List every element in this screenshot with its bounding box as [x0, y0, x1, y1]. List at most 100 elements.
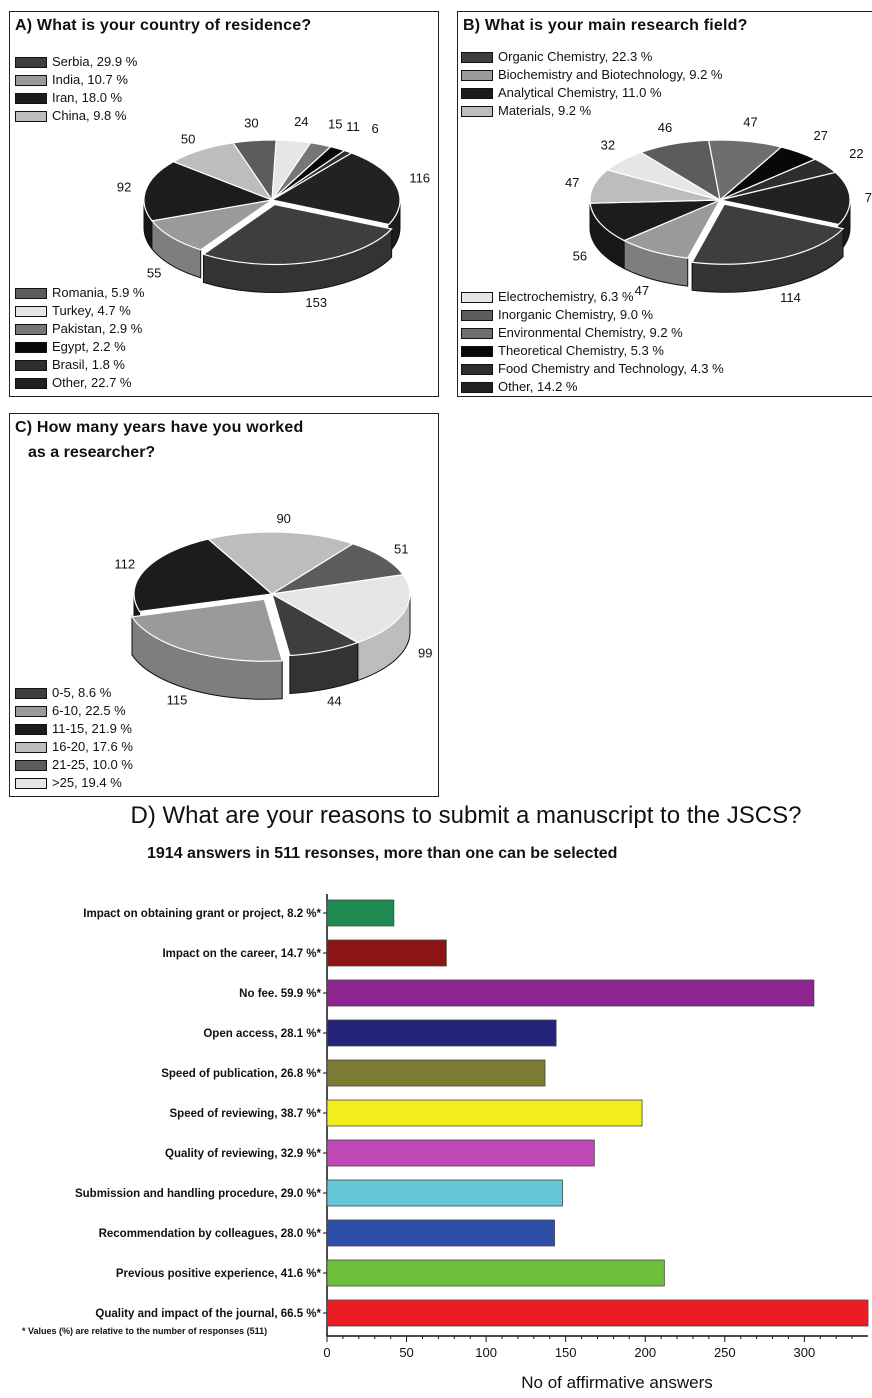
legend-label: Pakistan, 2.9 % — [52, 321, 143, 336]
pie-value-label: 115 — [167, 692, 188, 707]
bar — [326, 1139, 595, 1167]
legend-entry: Iran, 18.0 % — [15, 89, 137, 107]
legend-entry: Serbia, 29.9 % — [15, 53, 137, 71]
legend-label: Inorganic Chemistry, 9.0 % — [498, 307, 654, 322]
legend-entry: Turkey, 4.7 % — [15, 302, 145, 320]
pie-slice — [270, 152, 401, 226]
pie-value-label: 27 — [814, 128, 828, 143]
legend-label: 0-5, 8.6 % — [52, 685, 112, 700]
legend-entry: Environmental Chemistry, 9.2 % — [461, 324, 724, 342]
pie-slice — [589, 199, 721, 242]
legend-label: Serbia, 29.9 % — [52, 54, 138, 69]
bar — [326, 1059, 546, 1087]
bar — [326, 1259, 665, 1287]
category-label: Previous positive experience, 41.6 %* — [116, 1268, 322, 1280]
legend-entry: Egypt, 2.2 % — [15, 338, 145, 356]
legend-swatch — [15, 687, 47, 699]
pie-value-label: 56 — [573, 248, 587, 263]
legend-swatch — [15, 110, 47, 122]
bar-chart-reasons: Impact on obtaining grant or project, 8.… — [22, 894, 869, 1392]
legend-entry: 16-20, 17.6 % — [15, 738, 133, 756]
legend-entry: Biochemistry and Biotechnology, 9.2 % — [461, 66, 723, 84]
legend-swatch — [15, 377, 47, 389]
category-label: Impact on obtaining grant or project, 8.… — [83, 908, 321, 920]
pie-chart-years: 44 115 112 90 51 99 — [114, 511, 432, 708]
legend-swatch — [15, 56, 47, 68]
legend-swatch — [15, 74, 47, 86]
legend-label: Electrochemistry, 6.3 % — [498, 289, 634, 304]
pie-value-label: 46 — [658, 120, 672, 135]
legend-label: 6-10, 22.5 % — [52, 703, 126, 718]
legend-swatch — [15, 305, 47, 317]
pie-value-label: 51 — [394, 542, 408, 557]
legend-entry: Analytical Chemistry, 11.0 % — [461, 84, 723, 102]
legend-label: Romania, 5.9 % — [52, 285, 145, 300]
legend-swatch — [15, 287, 47, 299]
bar — [326, 979, 815, 1007]
legend-swatch — [461, 291, 493, 303]
panel-title: A) What is your country of residence? — [15, 17, 312, 34]
pie-value-label: 44 — [327, 693, 341, 708]
legend-label: 21-25, 10.0 % — [52, 757, 133, 772]
category-label: Open access, 28.1 %* — [203, 1028, 321, 1040]
legend-label: 16-20, 17.6 % — [52, 739, 133, 754]
pie-slice — [691, 203, 845, 265]
legend-entry: Food Chemistry and Technology, 4.3 % — [461, 360, 724, 378]
legend-entry: Other, 22.7 % — [15, 374, 145, 392]
pie-value-label: 32 — [601, 138, 615, 153]
legend-top: Serbia, 29.9 % India, 10.7 % Iran, 18.0 % C… — [15, 53, 137, 125]
bar — [326, 1019, 557, 1047]
legend-label: Food Chemistry and Technology, 4.3 % — [498, 361, 724, 376]
pie-value-label: 114 — [780, 290, 801, 305]
legend-swatch — [461, 327, 493, 339]
pie-value-label: 47 — [565, 175, 579, 190]
legend-entry: 21-25, 10.0 % — [15, 756, 133, 774]
category-label: Speed of publication, 26.8 %* — [161, 1068, 321, 1080]
legend-swatch — [461, 363, 493, 375]
legend-bottom: Romania, 5.9 % Turkey, 4.7 % Pakistan, 2.9… — [15, 284, 145, 392]
legend-swatch — [15, 777, 47, 789]
pie-value-label: 73 — [865, 190, 872, 205]
pie-chart-research-field: 114 47 56 47 32 46 47 27 22 73 — [565, 114, 872, 305]
legend-entry: Pakistan, 2.9 % — [15, 320, 145, 338]
legend-label: India, 10.7 % — [52, 72, 128, 87]
legend-swatch — [15, 359, 47, 371]
legend-label: 11-15, 21.9 % — [52, 721, 132, 736]
pie-slice — [719, 171, 851, 226]
legend-swatch — [461, 309, 493, 321]
legend-swatch — [461, 105, 493, 117]
category-label: Submission and handling procedure, 29.0 … — [75, 1188, 322, 1200]
pie-slice — [150, 199, 273, 251]
legend-label: Theoretical Chemistry, 5.3 % — [498, 343, 664, 358]
bar — [326, 1099, 643, 1127]
pie-value-label: 116 — [409, 171, 430, 186]
x-tick-label: 300 — [794, 1345, 816, 1360]
legend-label: >25, 19.4 % — [52, 775, 122, 790]
legend-entry: >25, 19.4 % — [15, 774, 133, 792]
legend-entry: Inorganic Chemistry, 9.0 % — [461, 306, 724, 324]
legend-entry: 0-5, 8.6 % — [15, 684, 133, 702]
legend-label: Egypt, 2.2 % — [52, 339, 126, 354]
pie-value-label: 47 — [635, 283, 649, 298]
pie-value-label: 90 — [276, 511, 290, 526]
pie-value-label: 24 — [294, 114, 308, 129]
x-tick-label: 200 — [634, 1345, 656, 1360]
bar — [326, 1179, 563, 1207]
legend-entry: Theoretical Chemistry, 5.3 % — [461, 342, 724, 360]
pie-slice — [143, 160, 275, 222]
panel-title: B) What is your main research field? — [463, 17, 748, 34]
legend-entry: India, 10.7 % — [15, 71, 137, 89]
legend-label: Turkey, 4.7 % — [52, 303, 131, 318]
x-tick-label: 250 — [714, 1345, 736, 1360]
legend-entry: China, 9.8 % — [15, 107, 137, 125]
legend-swatch — [461, 381, 493, 393]
legend-label: Organic Chemistry, 22.3 % — [498, 49, 653, 64]
legend-entry: Electrochemistry, 6.3 % — [461, 288, 724, 306]
legend-bottom: Electrochemistry, 6.3 % Inorganic Chemist… — [461, 288, 724, 396]
legend-entry: Other, 14.2 % — [461, 378, 724, 396]
legend-entry: Romania, 5.9 % — [15, 284, 145, 302]
legend-entry: 6-10, 22.5 % — [15, 702, 133, 720]
bar — [326, 1219, 555, 1247]
legend-top: Organic Chemistry, 22.3 % Biochemistry an… — [461, 48, 723, 120]
pie-value-label: 11 — [346, 119, 360, 134]
